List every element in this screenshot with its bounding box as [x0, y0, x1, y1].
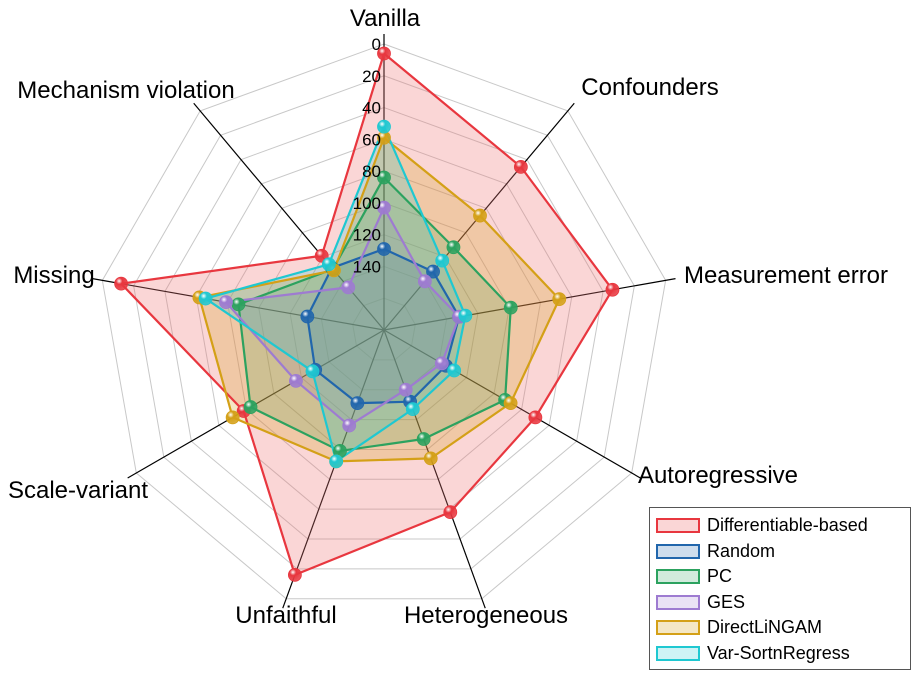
legend-swatch: [656, 594, 700, 610]
legend-item-var-sortnregress: Var-SortnRegress: [656, 641, 904, 667]
axis-label-missing: Missing: [13, 262, 94, 289]
grid-ring: [320, 265, 448, 391]
area-var-sortnregress: [205, 126, 466, 462]
point-var-sortnregress-missing: [198, 291, 213, 306]
legend-item-ges: GES: [656, 590, 904, 616]
axis-spoke: [383, 278, 676, 331]
point-ges-missing: [219, 295, 233, 310]
radial-tick-label: 0: [372, 35, 381, 54]
point-ges-scale-variant: [289, 373, 303, 388]
legend-swatch: [656, 518, 700, 534]
line-ges: [224, 206, 461, 427]
grid-ring: [289, 234, 479, 421]
radial-tick-label: 100: [353, 194, 381, 213]
radial-tick-label: 80: [362, 162, 381, 181]
grid-ring: [258, 202, 510, 450]
axis-label-unfaithful: Unfaithful: [235, 602, 336, 629]
point-pc-confounders: [446, 240, 461, 255]
point-var-sortnregress-measurement-error: [458, 308, 473, 323]
point-differentiable-based-missing: [114, 276, 129, 291]
radial-tick-label: 120: [353, 226, 381, 245]
point-ges-unfaithful: [342, 418, 357, 433]
legend-label: PC: [707, 566, 733, 587]
legend-label: Var-SortnRegress: [707, 642, 850, 663]
grid-ring: [133, 75, 635, 570]
point-random-missing: [300, 309, 315, 324]
axis-label-scale-variant: Scale-variant: [8, 477, 148, 504]
point-var-sortnregress-vanilla: [377, 119, 391, 134]
line-var-sortnregress: [204, 125, 467, 463]
point-ges-mechanism-violation: [341, 280, 356, 295]
legend-swatch: [656, 543, 700, 559]
point-random-unfaithful: [350, 396, 365, 411]
point-var-sortnregress-mechanism-violation: [321, 257, 336, 272]
line-directlingam: [198, 136, 561, 463]
series-lines: [120, 52, 614, 576]
axis-label-confounders: Confounders: [581, 74, 718, 101]
legend-item-directlingam: DirectLiNGAM: [656, 615, 904, 641]
radial-tick-label: 60: [362, 130, 381, 149]
axis-label-autoregressive: Autoregressive: [638, 462, 798, 489]
point-differentiable-based-measurement-error: [605, 282, 620, 297]
radial-tick-labels: 0 20 40 60 80 100 120 140: [353, 35, 381, 276]
axis-label-heterogeneous: Heterogeneous: [404, 602, 568, 629]
axis-label-vanilla: Vanilla: [350, 5, 421, 32]
axis-label-measurement-error: Measurement error: [684, 262, 888, 289]
point-pc-measurement-error: [503, 300, 518, 315]
point-ges-confounders: [417, 274, 432, 289]
legend: Differentiable-based Random PC GES Direc…: [649, 507, 911, 670]
series-points: [114, 46, 620, 582]
point-ges-vanilla: [377, 200, 391, 215]
legend-item-pc: PC: [656, 564, 904, 590]
point-differentiable-based-autoregressive: [528, 410, 543, 425]
point-random-vanilla: [377, 242, 391, 256]
radial-tick-label: 20: [362, 67, 381, 86]
point-differentiable-based-confounders: [513, 160, 528, 174]
legend-swatch: [656, 620, 700, 636]
radial-tick-label: 140: [353, 257, 381, 276]
legend-label: GES: [707, 591, 746, 612]
axis-label-mechanism-violation: Mechanism violation: [17, 77, 234, 104]
point-pc-heterogeneous: [416, 432, 431, 446]
point-pc-missing: [231, 297, 246, 312]
point-directlingam-measurement-error: [552, 292, 567, 306]
axis-spoke: [282, 329, 385, 609]
area-ges: [225, 207, 460, 426]
point-directlingam-scale-variant: [225, 410, 240, 425]
area-differentiable-based: [121, 53, 613, 575]
point-differentiable-based-heterogeneous: [443, 505, 458, 520]
grid-ring: [101, 43, 667, 600]
legend-item-differentiable-based: Differentiable-based: [656, 513, 904, 539]
grid-ring: [195, 138, 573, 510]
point-var-sortnregress-scale-variant: [305, 364, 320, 379]
legend-label: Differentiable-based: [707, 515, 868, 536]
point-pc-vanilla: [377, 170, 391, 185]
radial-tick-label: 40: [362, 99, 381, 118]
line-pc: [237, 176, 512, 453]
legend-swatch: [656, 569, 700, 585]
axis-spoke: [383, 329, 486, 609]
point-directlingam-confounders: [473, 208, 487, 223]
legend-item-random: Random: [656, 539, 904, 565]
point-var-sortnregress-confounders: [435, 253, 450, 268]
point-var-sortnregress-heterogeneous: [405, 402, 420, 417]
point-pc-scale-variant: [243, 400, 258, 414]
point-random-confounders: [426, 264, 440, 279]
grid-ring: [227, 170, 541, 480]
legend-label: Random: [707, 540, 776, 561]
point-var-sortnregress-autoregressive: [447, 363, 462, 378]
point-differentiable-based-vanilla: [377, 46, 391, 61]
point-ges-heterogeneous: [398, 382, 413, 397]
line-differentiable-based: [120, 52, 614, 576]
point-var-sortnregress-unfaithful: [329, 454, 344, 469]
legend-swatch: [656, 645, 700, 661]
point-directlingam-autoregressive: [503, 396, 518, 410]
grid-ring: [352, 297, 416, 361]
point-ges-autoregressive: [434, 356, 449, 371]
point-differentiable-based-unfaithful: [287, 567, 302, 582]
point-directlingam-heterogeneous: [423, 451, 438, 466]
axis-labels: Vanilla Confounders Measurement error Au…: [8, 5, 888, 629]
legend-label: DirectLiNGAM: [707, 617, 823, 638]
